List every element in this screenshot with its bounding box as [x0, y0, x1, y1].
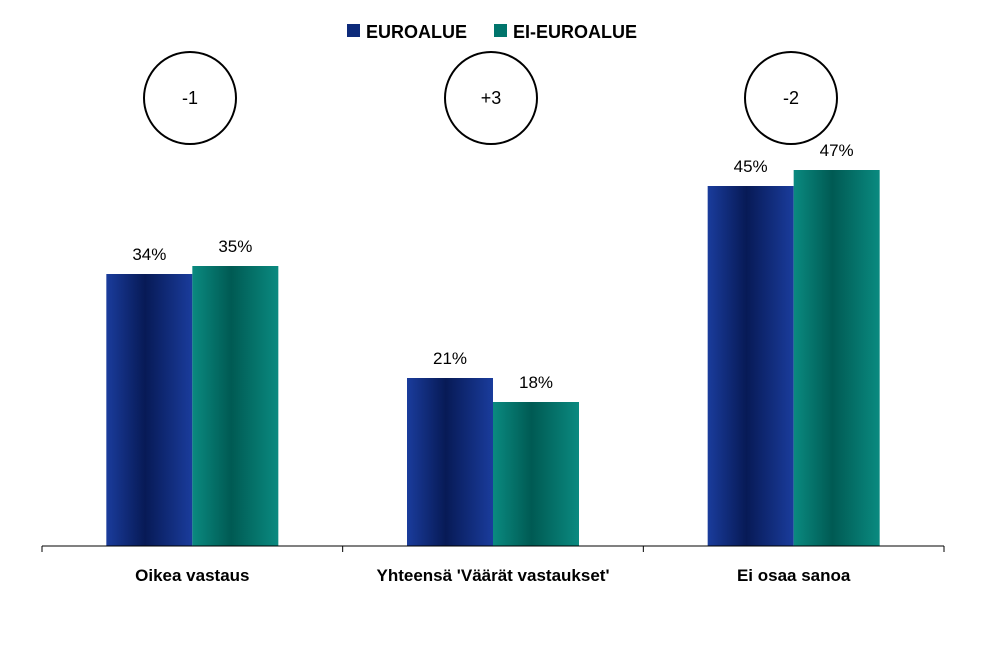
- x-tick-label: Yhteensä 'Väärät vastaukset': [377, 566, 610, 585]
- bubble-circle: [744, 51, 838, 145]
- bars: [106, 170, 880, 546]
- bubble-circle: [143, 51, 237, 145]
- legend-swatch-euroalue: [347, 24, 360, 37]
- data-labels: 34% 35% 21% 18% 45% 47%: [132, 141, 853, 392]
- bar-euroalue: [407, 378, 493, 546]
- bar-ei-euroalue: [493, 402, 579, 546]
- data-label: 47%: [820, 141, 854, 160]
- data-label: 45%: [734, 157, 768, 176]
- difference-bubble-2: -2: [744, 51, 838, 145]
- bar-euroalue: [106, 274, 193, 546]
- data-label: 21%: [433, 349, 467, 368]
- difference-bubble-1: +3: [444, 51, 538, 145]
- data-label: 35%: [218, 237, 252, 256]
- x-tick-label: Ei osaa sanoa: [737, 566, 851, 585]
- x-tick-labels: Oikea vastaus Yhteensä 'Väärät vastaukset…: [135, 566, 851, 585]
- legend-swatch-ei-euroalue: [494, 24, 507, 37]
- difference-annotations: -1 +3 -2: [143, 51, 838, 145]
- difference-value: +3: [481, 88, 502, 108]
- difference-value: -1: [182, 88, 198, 108]
- bar-ei-euroalue: [793, 170, 880, 546]
- x-axis: [41, 545, 945, 552]
- legend-label-ei-euroalue: EI-EUROALUE: [513, 22, 637, 42]
- bar-ei-euroalue: [192, 266, 279, 546]
- data-label: 34%: [132, 245, 166, 264]
- bubble-circle: [444, 51, 538, 145]
- data-label: 18%: [519, 373, 553, 392]
- legend-label-euroalue: EUROALUE: [366, 22, 467, 42]
- difference-bubble-0: -1: [143, 51, 237, 145]
- difference-value: -2: [783, 88, 799, 108]
- legend: EUROALUE EI-EUROALUE: [347, 22, 637, 42]
- bar-euroalue: [707, 186, 794, 546]
- x-tick-label: Oikea vastaus: [135, 566, 249, 585]
